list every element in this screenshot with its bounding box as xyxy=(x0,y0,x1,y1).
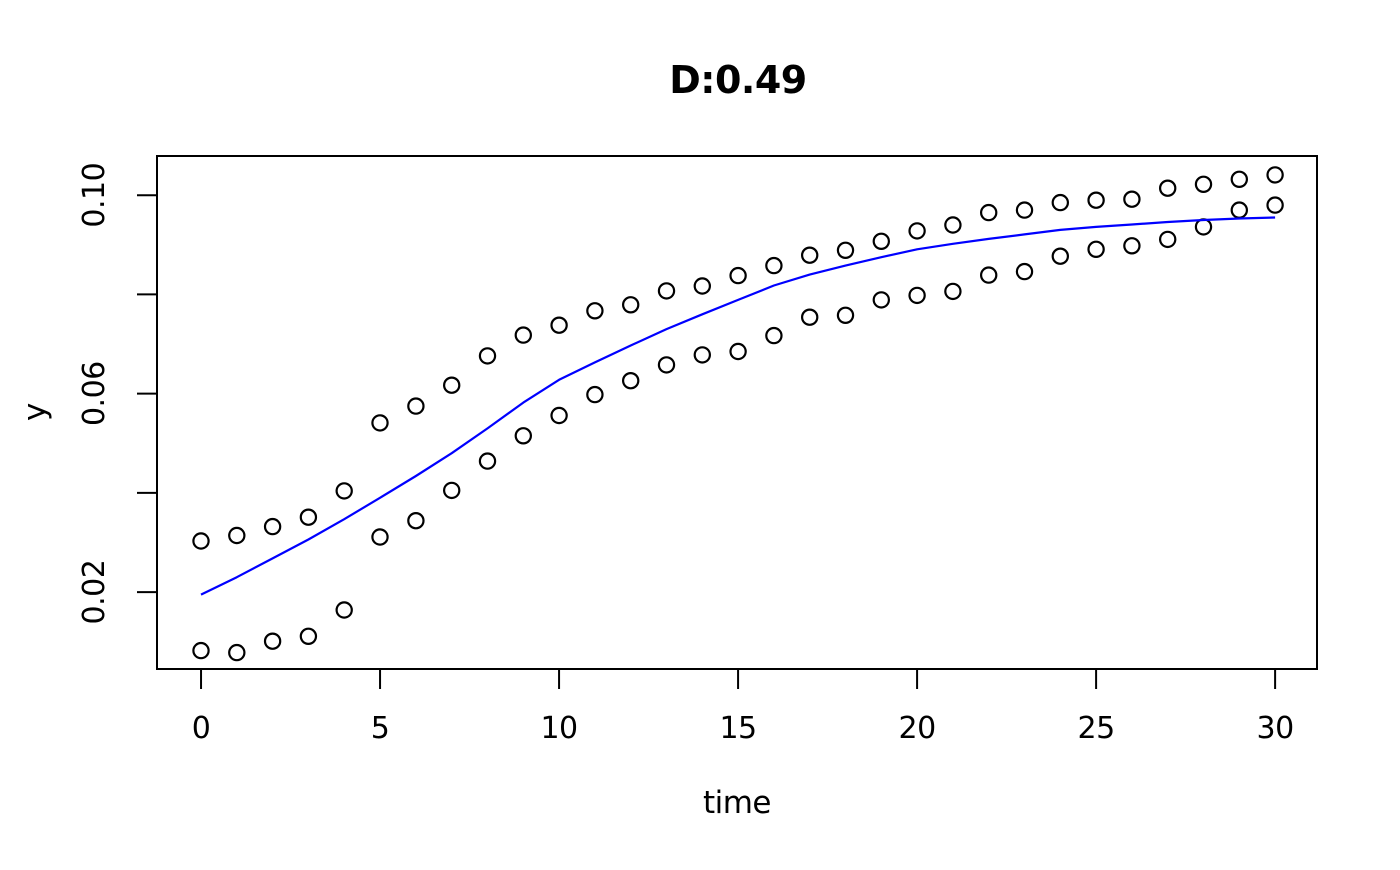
data-point-lower-points xyxy=(228,643,246,662)
x-tick-label: 0 xyxy=(192,711,211,746)
data-point-upper-points xyxy=(478,347,497,365)
y-tick-label: 0.02 xyxy=(77,560,112,625)
data-point-lower-points xyxy=(1266,196,1284,214)
data-point-lower-points xyxy=(908,286,926,305)
data-point-lower-points xyxy=(192,641,210,660)
data-point-upper-points xyxy=(407,397,425,415)
data-point-lower-points xyxy=(550,406,568,425)
plot-title: D:0.49 xyxy=(669,58,807,102)
data-point-upper-points xyxy=(765,256,783,275)
data-point-lower-points xyxy=(299,627,318,646)
data-point-upper-points xyxy=(192,532,210,550)
data-point-lower-points xyxy=(729,342,747,361)
data-point-lower-points xyxy=(1015,262,1034,281)
x-axis: 0 5 10 15 20 25 30 xyxy=(192,669,1294,746)
x-tick-label: 30 xyxy=(1257,711,1294,746)
x-tick-label: 20 xyxy=(898,711,935,746)
data-point-lower-points xyxy=(443,481,461,500)
data-point-upper-points xyxy=(1051,193,1070,212)
data-point-upper-points xyxy=(801,246,819,264)
data-point-upper-points xyxy=(872,232,891,250)
data-point-upper-points xyxy=(836,241,855,259)
data-point-lower-points xyxy=(657,356,676,374)
data-point-upper-points xyxy=(944,216,962,234)
data-point-upper-points xyxy=(1194,175,1213,193)
data-point-lower-points xyxy=(1230,201,1249,219)
data-point-lower-points xyxy=(622,372,640,390)
data-point-upper-points xyxy=(263,517,282,536)
fit-line xyxy=(200,216,1276,596)
data-point-lower-points xyxy=(263,632,282,650)
data-point-lower-points xyxy=(872,291,891,309)
data-point-lower-points xyxy=(944,282,962,301)
data-point-upper-points xyxy=(1015,201,1034,219)
data-point-lower-points xyxy=(1123,237,1141,255)
data-point-upper-points xyxy=(1158,179,1177,197)
data-point-upper-points xyxy=(693,277,712,295)
data-point-lower-points xyxy=(1158,230,1177,249)
data-point-upper-points xyxy=(299,508,318,526)
data-point-lower-points xyxy=(514,427,533,445)
x-axis-label: time xyxy=(703,785,771,821)
data-point-upper-points xyxy=(980,203,998,222)
data-point-lower-points xyxy=(765,326,783,345)
y-axis: 0.02 0.06 0.10 xyxy=(77,163,157,625)
x-tick-label: 15 xyxy=(719,711,756,746)
data-point-upper-points xyxy=(228,526,246,545)
data-point-lower-points xyxy=(478,452,497,470)
data-point-upper-points xyxy=(586,302,604,320)
data-point-upper-points xyxy=(622,296,640,314)
x-tick-label: 25 xyxy=(1078,711,1115,746)
data-point-upper-points xyxy=(1123,190,1141,208)
data-series xyxy=(192,166,1284,662)
data-point-lower-points xyxy=(1087,240,1105,258)
data-point-upper-points xyxy=(1087,191,1105,209)
data-point-upper-points xyxy=(1266,166,1284,184)
data-point-lower-points xyxy=(407,512,425,530)
data-point-upper-points xyxy=(729,266,747,285)
data-point-lower-points xyxy=(836,306,855,324)
data-point-lower-points xyxy=(1051,247,1070,265)
data-point-upper-points xyxy=(335,482,353,500)
plot-box xyxy=(156,155,1318,670)
data-point-lower-points xyxy=(693,346,712,364)
data-point-upper-points xyxy=(1230,170,1249,188)
x-tick-label: 10 xyxy=(540,711,577,746)
data-point-lower-points xyxy=(586,385,604,404)
data-point-lower-points xyxy=(980,266,998,284)
data-point-lower-points xyxy=(1194,218,1213,236)
data-point-upper-points xyxy=(443,376,461,394)
data-point-upper-points xyxy=(908,222,926,240)
data-point-lower-points xyxy=(335,601,353,619)
data-point-lower-points xyxy=(371,528,389,546)
y-tick-label: 0.10 xyxy=(77,163,112,228)
data-point-lower-points xyxy=(801,308,819,326)
data-point-upper-points xyxy=(371,414,389,432)
data-point-upper-points xyxy=(514,326,533,344)
data-point-upper-points xyxy=(550,316,568,334)
data-point-upper-points xyxy=(657,282,676,300)
x-tick-label: 5 xyxy=(371,711,390,746)
y-tick-label: 0.06 xyxy=(77,361,112,426)
y-axis-label: y xyxy=(17,403,53,421)
